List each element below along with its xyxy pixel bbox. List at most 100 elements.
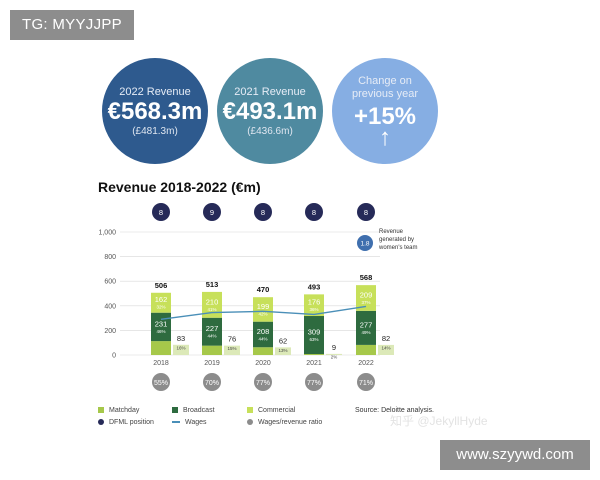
broadcast-bar bbox=[304, 316, 324, 355]
commercial-bar-pct-label: 37% bbox=[361, 300, 370, 305]
wage-ratio-marker bbox=[305, 373, 323, 391]
y-tick-label: 1,000 bbox=[98, 230, 116, 237]
side-bar-value-label: 9 bbox=[332, 343, 336, 352]
side-bar-value-label: 62 bbox=[279, 336, 287, 345]
broadcast-bar bbox=[202, 317, 222, 346]
legend-label: Wages bbox=[185, 419, 207, 426]
legend-ratio: Wages/revenue ratio bbox=[247, 419, 322, 426]
wage-ratio-label: 77% bbox=[307, 380, 321, 387]
dfml-position-label: 8 bbox=[261, 208, 265, 217]
wage-ratio-marker bbox=[254, 373, 272, 391]
matchday-bar bbox=[151, 341, 171, 355]
kpi-label: 2022 Revenue bbox=[119, 86, 191, 98]
ratio-dot bbox=[247, 419, 253, 425]
broadcast-bar-pct-label: 46% bbox=[156, 329, 165, 334]
wage-ratio-label: 77% bbox=[256, 380, 270, 387]
kpi-change: Change on previous year +15% ↑ bbox=[332, 58, 438, 164]
dfml-position-marker bbox=[152, 203, 170, 221]
womens-team-caption-line1: Revenue bbox=[379, 229, 404, 235]
side-bar-value-label: 82 bbox=[382, 334, 390, 343]
dfml-position-marker bbox=[305, 203, 323, 221]
womens-team-value: 1.8 bbox=[360, 241, 369, 248]
kpi-label-line2: previous year bbox=[351, 88, 419, 100]
broadcast-bar-value-label: 309 bbox=[308, 328, 321, 337]
commercial-swatch bbox=[247, 407, 253, 413]
commercial-bar bbox=[356, 285, 376, 311]
y-tick-label: 600 bbox=[104, 279, 116, 286]
matchday-side-bar bbox=[173, 344, 189, 355]
dfml-dot bbox=[98, 419, 104, 425]
matchday-side-bar bbox=[224, 345, 240, 355]
kpi-label: Change on previous year bbox=[332, 75, 438, 101]
kpi-value: €493.1m bbox=[222, 98, 318, 125]
commercial-bar-value-label: 199 bbox=[257, 302, 270, 311]
broadcast-bar-pct-label: 44% bbox=[258, 336, 267, 341]
womens-team-caption-line2: generated by bbox=[379, 237, 414, 243]
legend-matchday: Matchday bbox=[98, 407, 139, 414]
broadcast-bar-pct-label: 63% bbox=[309, 337, 318, 342]
total-label: 513 bbox=[206, 280, 219, 289]
wage-ratio-marker bbox=[203, 373, 221, 391]
legend-dfml: DFML position bbox=[98, 419, 154, 426]
matchday-side-bar bbox=[275, 347, 291, 355]
matchday-side-bar bbox=[326, 353, 342, 355]
watermark-bottom: www.szyywd.com bbox=[440, 440, 590, 470]
kpi-sub: (£436.6m) bbox=[247, 126, 293, 137]
kpi-value: €568.3m bbox=[107, 98, 203, 125]
side-bar-pct-label: 2% bbox=[331, 354, 338, 359]
womens-team-marker bbox=[357, 235, 373, 251]
kpi-value: +15% bbox=[353, 103, 417, 130]
total-label: 506 bbox=[155, 281, 168, 290]
dfml-position-marker bbox=[357, 203, 375, 221]
x-tick-label: 2019 bbox=[204, 360, 220, 367]
legend-commercial: Commercial bbox=[247, 407, 295, 414]
matchday-side-bar bbox=[378, 344, 394, 355]
total-label: 470 bbox=[257, 285, 270, 294]
kpi-label-line1: Change on bbox=[358, 75, 412, 87]
commercial-bar bbox=[253, 297, 273, 322]
x-tick-label: 2021 bbox=[306, 360, 322, 367]
side-bar-pct-label: 14% bbox=[381, 345, 390, 350]
chart-title: Revenue 2018-2022 (€m) bbox=[98, 179, 261, 195]
commercial-bar bbox=[202, 291, 222, 318]
matchday-bar bbox=[304, 354, 324, 355]
y-tick-label: 400 bbox=[104, 303, 116, 310]
legend-label: DFML position bbox=[109, 419, 154, 426]
broadcast-bar bbox=[253, 321, 273, 348]
commercial-bar-value-label: 209 bbox=[360, 290, 373, 299]
side-bar-pct-label: 15% bbox=[227, 346, 236, 351]
commercial-bar-value-label: 176 bbox=[308, 298, 321, 307]
zhihu-watermark: 知乎 @JekyllHyde bbox=[390, 414, 488, 428]
broadcast-swatch bbox=[172, 407, 178, 413]
commercial-bar-pct-label: 36% bbox=[309, 307, 318, 312]
broadcast-bar bbox=[356, 310, 376, 345]
side-bar-value-label: 83 bbox=[177, 334, 185, 343]
matchday-bar bbox=[202, 345, 222, 355]
x-tick-label: 2022 bbox=[358, 360, 374, 367]
dfml-position-label: 8 bbox=[364, 208, 368, 217]
kpi-2022-revenue: 2022 Revenue €568.3m (£481.3m) bbox=[102, 58, 208, 164]
up-arrow-icon: ↑ bbox=[379, 124, 391, 151]
watermark-top: TG: MYYJJPP bbox=[10, 10, 134, 40]
broadcast-bar-pct-label: 44% bbox=[207, 334, 216, 339]
commercial-bar-pct-label: 32% bbox=[156, 305, 165, 310]
broadcast-bar-value-label: 227 bbox=[206, 324, 219, 333]
broadcast-bar-value-label: 231 bbox=[155, 319, 168, 328]
kpi-sub: (£481.3m) bbox=[132, 126, 178, 137]
matchday-bar bbox=[253, 347, 273, 355]
total-label: 493 bbox=[308, 282, 321, 291]
wages-line-swatch bbox=[172, 421, 180, 423]
dfml-position-label: 8 bbox=[159, 208, 163, 217]
wage-ratio-marker bbox=[357, 373, 375, 391]
commercial-bar-value-label: 210 bbox=[206, 297, 219, 306]
side-bar-pct-label: 16% bbox=[176, 345, 185, 350]
broadcast-bar-value-label: 277 bbox=[360, 320, 373, 329]
dfml-position-marker bbox=[254, 203, 272, 221]
y-tick-label: 0 bbox=[112, 353, 116, 360]
legend-label: Matchday bbox=[109, 407, 140, 414]
kpi-label: 2021 Revenue bbox=[234, 86, 306, 98]
broadcast-bar-value-label: 208 bbox=[257, 327, 270, 336]
wage-ratio-label: 70% bbox=[205, 380, 219, 387]
x-tick-label: 2018 bbox=[153, 360, 169, 367]
legend-wages: Wages bbox=[172, 419, 207, 426]
